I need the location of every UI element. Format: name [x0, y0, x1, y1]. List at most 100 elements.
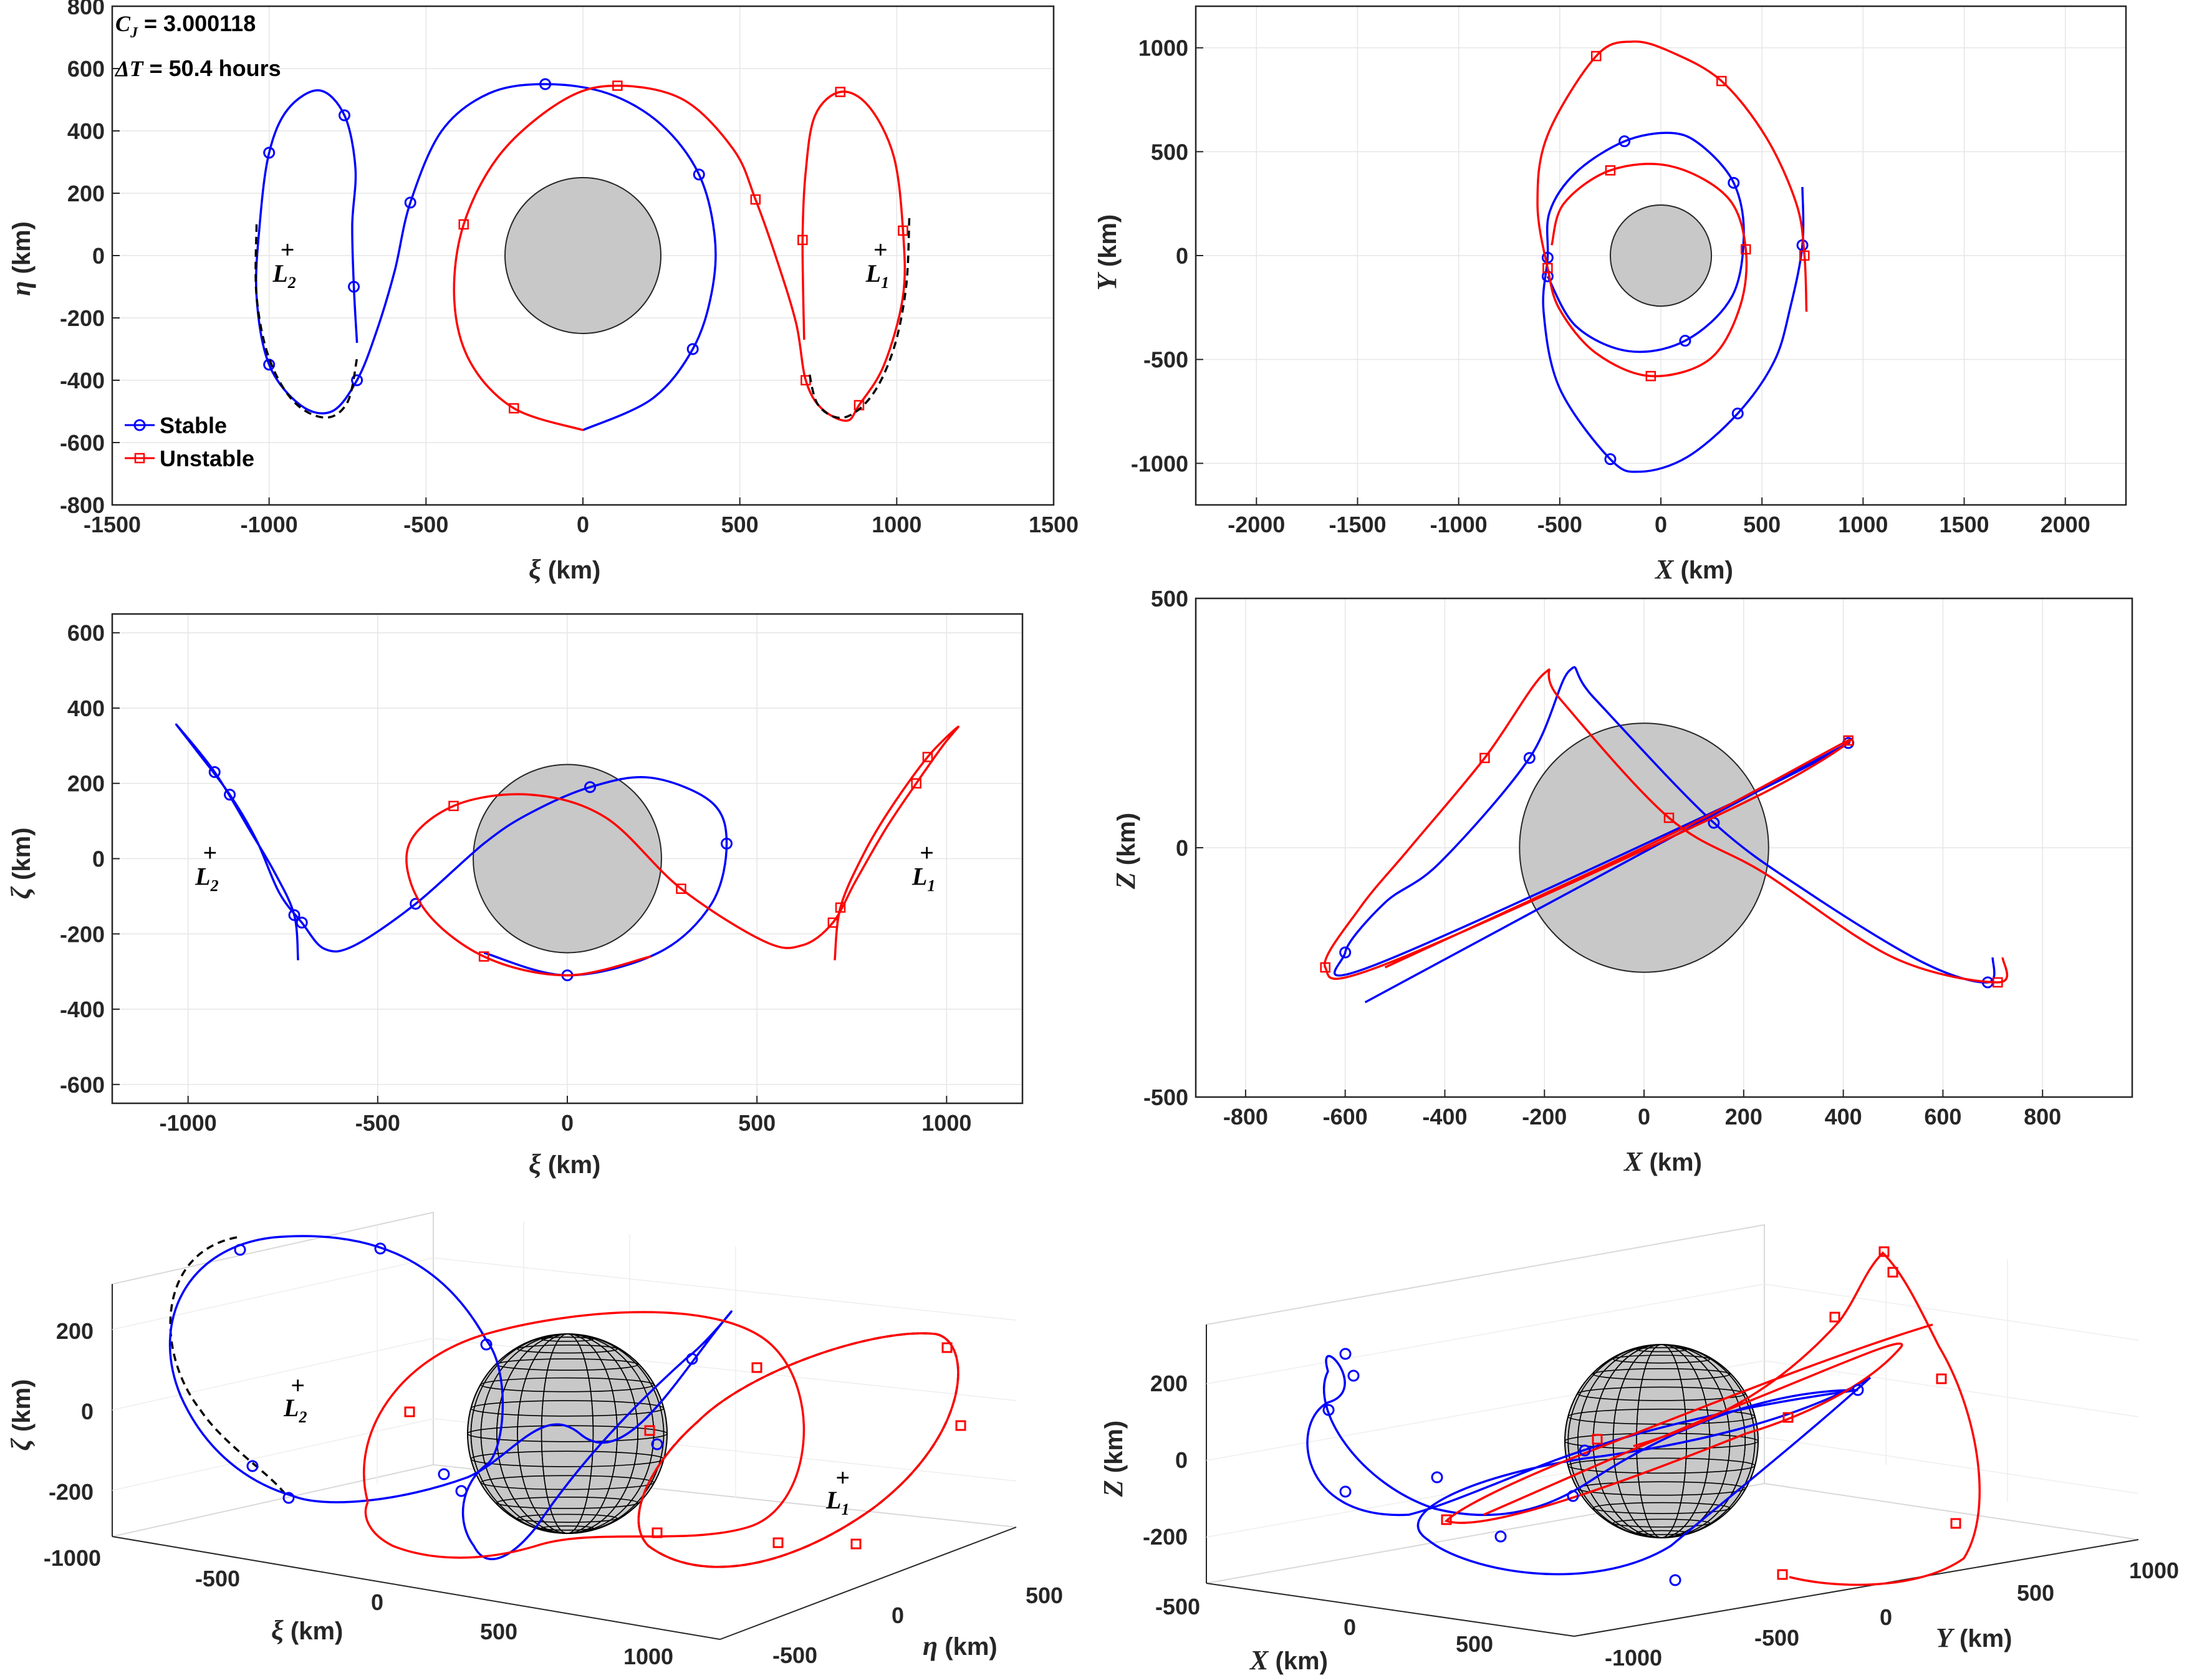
x-tick-label: 600	[1924, 1104, 1961, 1129]
curves	[254, 78, 911, 431]
unstable-marker	[1799, 250, 1810, 261]
dt-annotation: ΔT = 50.4 hours	[114, 55, 281, 81]
stable-marker	[1579, 1444, 1591, 1457]
panel-xi-zeta: -1000 -500 0 500 1000-600-400-2000200400600 …	[6, 613, 1024, 1179]
xi-tick: 0	[371, 1589, 383, 1615]
latitude-line	[1612, 1354, 1711, 1364]
y-axis-label: Z (km)	[1110, 813, 1141, 889]
latitude-line	[1577, 1386, 1746, 1401]
unstable-marker	[478, 951, 489, 962]
unstable-marker	[750, 194, 761, 205]
x-tick: -500	[1155, 1594, 1200, 1619]
l1-subscript: 1	[881, 274, 889, 292]
z-tick: -200	[1143, 1524, 1188, 1550]
longitude-line	[1567, 1344, 1756, 1538]
tick-labels: -1500 -1000 -500 0 500 1000 1500 -800 -600 -400 -2…	[60, 0, 1079, 537]
planet-disk	[1609, 204, 1713, 307]
y-tick-label: 0	[92, 846, 105, 872]
stable-marker	[1339, 946, 1352, 959]
latitude-line	[470, 1400, 665, 1417]
x-tick-label: -1000	[160, 1110, 217, 1136]
x-tick-label: 500	[721, 512, 759, 537]
eta-axis-label: η (km)	[923, 1631, 998, 1661]
ref-orbit-L2	[169, 1236, 288, 1497]
unstable-marker	[835, 87, 845, 97]
unstable-marker	[751, 1362, 762, 1373]
unstable-marker	[458, 219, 469, 230]
latitude-line	[1592, 1368, 1731, 1381]
ref-l1-curve	[807, 218, 911, 420]
latitude-line	[1612, 1518, 1711, 1528]
x-tick-label: 200	[1725, 1104, 1762, 1129]
longitude-line	[470, 1333, 665, 1534]
panel-X-Y: -2000 -1500 -1000 -500 0 500 1000 1500 2000 -1000…	[1092, 5, 2127, 585]
unstable-marker	[1777, 1569, 1788, 1580]
unstable-marker	[1936, 1373, 1947, 1384]
y-tick-label: -200	[60, 305, 105, 331]
tick-labels: 200 0 -200 -1000 -500 0 500 1000 -500 0 …	[44, 1318, 1063, 1669]
stable-marker	[263, 146, 276, 159]
unstable-marker	[797, 234, 808, 246]
panel-3d-rotating: + L2 + L1 200 0 -200 -1000 -500 0 500 10…	[6, 1211, 1063, 1669]
y-axis-label: Y (km)	[1936, 1623, 2012, 1653]
unstable-marker	[835, 902, 846, 913]
x-axis-label: X (km)	[1249, 1645, 1328, 1676]
unstable-marker	[1542, 262, 1553, 274]
stable-marker	[686, 1353, 698, 1365]
unstable-marker	[644, 1425, 655, 1436]
y-axis-label: η (km)	[6, 221, 36, 296]
y-tick-label: -500	[1143, 347, 1188, 373]
latitude-line	[541, 1525, 594, 1531]
x-tick-label: 800	[2024, 1104, 2061, 1129]
stable-marker	[438, 1468, 450, 1480]
tick-labels: -800 -600 -400 -200 0 200 400 600 800 -500 0 500	[1143, 586, 2061, 1129]
unstable-marker	[1645, 371, 1657, 381]
unstable-marker	[922, 752, 933, 762]
unstable-marker	[448, 800, 459, 812]
unstable-marker	[827, 917, 839, 928]
stable-marker	[1347, 1369, 1360, 1382]
y-axis-label: Y (km)	[1092, 214, 1122, 290]
x-tick: 0	[1344, 1614, 1356, 1640]
svg-text:L2: L2	[283, 1394, 307, 1426]
stable-marker	[246, 1460, 259, 1472]
stable-marker	[263, 358, 276, 371]
l1-letter: L	[911, 863, 927, 891]
latitude-line	[1636, 1347, 1687, 1353]
stable-marker	[686, 343, 699, 355]
latitude-line	[517, 1345, 618, 1354]
x-tick-label: 1000	[1838, 512, 1888, 537]
grid	[1196, 6, 2126, 505]
stable-curve	[168, 1235, 733, 1560]
x-tick-label: 500	[738, 1110, 776, 1136]
stable-marker	[480, 1338, 493, 1351]
cj-annotation: CJ = 3.000118	[115, 11, 256, 41]
markers	[234, 1242, 966, 1550]
latitude-line	[496, 1497, 638, 1509]
y-tick: 0	[1880, 1604, 1892, 1630]
unstable-curve	[1444, 1251, 1981, 1586]
curves	[175, 723, 959, 982]
stable-marker	[1431, 1471, 1443, 1484]
unstable-marker	[850, 1538, 862, 1550]
markers	[1322, 1246, 1961, 1586]
y-tick-label: -600	[60, 430, 105, 456]
stable-curve	[1542, 132, 1805, 473]
l2-plus: +	[280, 236, 294, 264]
unstable-marker	[1663, 812, 1675, 823]
svg-text:L1: L1	[825, 1486, 849, 1518]
latitude-line	[517, 1513, 618, 1523]
stable-marker	[224, 789, 236, 801]
y-tick-label: 500	[1151, 139, 1188, 165]
l1-letter: L	[865, 259, 881, 287]
stable-marker	[208, 766, 221, 779]
l1-plus: +	[835, 1464, 850, 1492]
xi-axis-label: ξ (km)	[271, 1615, 343, 1646]
stable-marker	[693, 168, 705, 181]
planet-sphere	[467, 1333, 668, 1534]
x-tick-label: 2000	[2041, 512, 2090, 537]
stable-curve	[255, 83, 717, 431]
planet-disk	[504, 177, 661, 334]
latitude-line	[541, 1336, 594, 1342]
